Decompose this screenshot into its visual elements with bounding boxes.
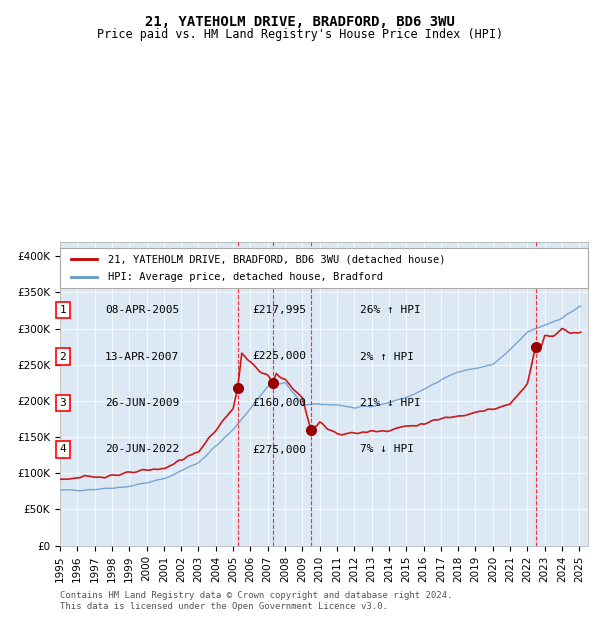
Text: 3: 3 [307, 273, 314, 283]
Text: £225,000: £225,000 [252, 352, 306, 361]
Text: 21, YATEHOLM DRIVE, BRADFORD, BD6 3WU: 21, YATEHOLM DRIVE, BRADFORD, BD6 3WU [145, 16, 455, 30]
Text: 2: 2 [59, 352, 67, 361]
Text: HPI: Average price, detached house, Bradford: HPI: Average price, detached house, Brad… [107, 272, 383, 282]
Text: Price paid vs. HM Land Registry's House Price Index (HPI): Price paid vs. HM Land Registry's House … [97, 28, 503, 41]
Text: 21, YATEHOLM DRIVE, BRADFORD, BD6 3WU (detached house): 21, YATEHOLM DRIVE, BRADFORD, BD6 3WU (d… [107, 254, 445, 264]
Text: £217,995: £217,995 [252, 305, 306, 315]
Text: 3: 3 [59, 398, 67, 408]
Text: 26% ↑ HPI: 26% ↑ HPI [360, 305, 421, 315]
Text: 4: 4 [532, 273, 539, 283]
Text: 13-APR-2007: 13-APR-2007 [105, 352, 179, 361]
Text: £275,000: £275,000 [252, 445, 306, 454]
Text: 4: 4 [59, 445, 67, 454]
Text: 2% ↑ HPI: 2% ↑ HPI [360, 352, 414, 361]
Text: 2: 2 [269, 273, 276, 283]
Text: 1: 1 [59, 305, 67, 315]
Text: 20-JUN-2022: 20-JUN-2022 [105, 445, 179, 454]
Text: 7% ↓ HPI: 7% ↓ HPI [360, 445, 414, 454]
Text: 08-APR-2005: 08-APR-2005 [105, 305, 179, 315]
Text: £160,000: £160,000 [252, 398, 306, 408]
Text: 21% ↓ HPI: 21% ↓ HPI [360, 398, 421, 408]
Text: 26-JUN-2009: 26-JUN-2009 [105, 398, 179, 408]
Text: 1: 1 [234, 273, 241, 283]
Text: Contains HM Land Registry data © Crown copyright and database right 2024.
This d: Contains HM Land Registry data © Crown c… [60, 591, 452, 611]
